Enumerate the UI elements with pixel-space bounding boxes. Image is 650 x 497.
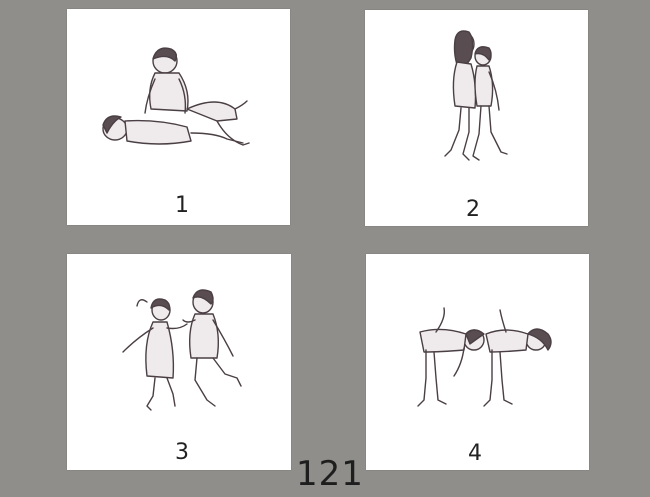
children-walking-hugging-illustration bbox=[444, 30, 508, 161]
children-dancing-illustration bbox=[122, 289, 242, 411]
card-number-3: 3 bbox=[175, 440, 189, 465]
picture-card-1[interactable]: 1 bbox=[67, 9, 290, 225]
page-number: 121 bbox=[296, 454, 364, 494]
children-wrestling-illustration bbox=[102, 47, 250, 146]
picture-card-4[interactable]: 4 bbox=[366, 254, 589, 470]
picture-card-2[interactable]: 2 bbox=[365, 10, 588, 226]
card-number-1: 1 bbox=[175, 193, 189, 218]
picture-card-3[interactable]: 3 bbox=[67, 254, 291, 470]
card-number-2: 2 bbox=[466, 197, 480, 222]
card-number-4: 4 bbox=[468, 441, 482, 466]
children-bending-stretching-illustration bbox=[417, 307, 552, 407]
